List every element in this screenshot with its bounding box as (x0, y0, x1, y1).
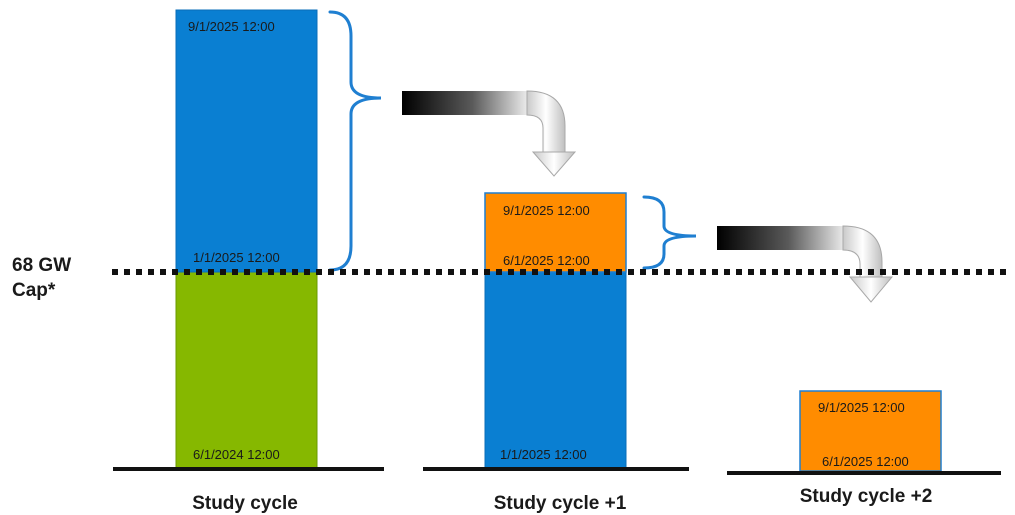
col1-blue-top-label: 9/1/2025 12:00 (188, 19, 275, 34)
col2-baseline (423, 467, 689, 471)
cap-label-line1: 68 GW (12, 255, 71, 276)
cap-label-line2: Cap* (12, 280, 56, 301)
col1-name: Study cycle (192, 493, 298, 514)
arrow-1-shaft (402, 91, 530, 115)
col1-green-segment (175, 271, 318, 469)
arrow-2-head (848, 276, 894, 303)
col1-green-bottom-label: 6/1/2024 12:00 (193, 447, 280, 462)
col3-orange-bottom-label: 6/1/2025 12:00 (822, 454, 909, 469)
col2-bracket (642, 195, 697, 270)
col1-baseline (113, 467, 384, 471)
col2-orange-segment (484, 192, 627, 273)
arrow-2 (717, 225, 894, 303)
col2-blue-segment (484, 271, 627, 469)
col3-orange-segment (799, 390, 942, 472)
col1-bracket (328, 10, 382, 272)
arrow-1 (402, 90, 577, 177)
col1-blue-bottom-label: 1/1/2025 12:00 (193, 250, 280, 265)
col3-name: Study cycle +2 (800, 486, 933, 507)
col1-blue-segment (175, 9, 318, 273)
col2-blue-bottom-label: 1/1/2025 12:00 (500, 447, 587, 462)
col2-name: Study cycle +1 (494, 493, 627, 514)
arrow-1-curve (526, 90, 566, 153)
col3-baseline (727, 471, 1001, 475)
col2-orange-bottom-label: 6/1/2025 12:00 (503, 253, 590, 268)
col3-orange-top-label: 9/1/2025 12:00 (818, 400, 905, 415)
col2-orange-top-label: 9/1/2025 12:00 (503, 203, 590, 218)
arrow-1-head (531, 151, 577, 177)
arrow-2-shaft (717, 226, 847, 250)
